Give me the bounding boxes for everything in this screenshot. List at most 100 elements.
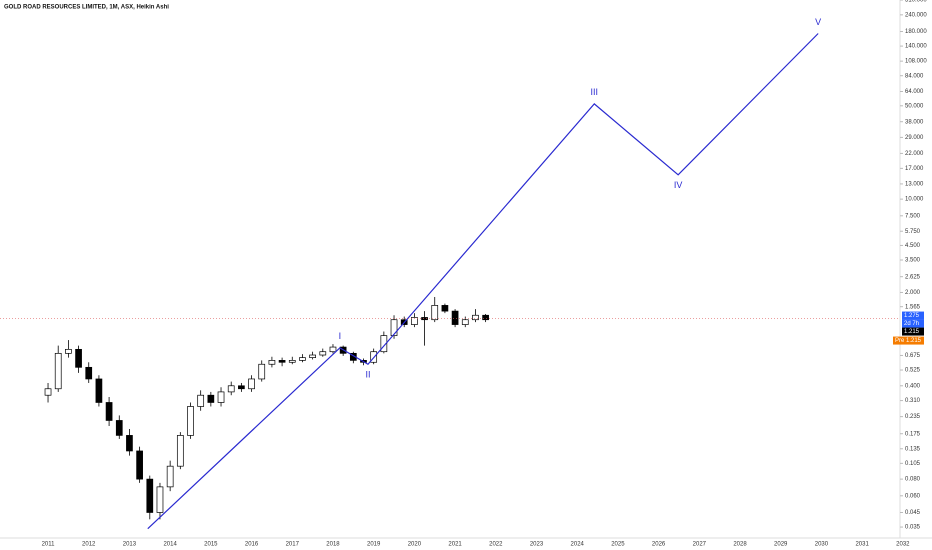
y-tick-label: 0.175 [905,431,921,437]
candle-body [176,435,184,467]
y-tick-label: 0.045 [905,510,921,516]
y-tick-label: 2.625 [905,274,921,280]
wave-label: II [365,370,370,380]
pre-label-bg [904,336,924,345]
x-tick-label: 2023 [530,542,544,548]
x-tick-label: 2030 [815,542,829,548]
y-tick-label: 29.000 [905,135,924,141]
x-tick-label: 2011 [42,542,56,548]
candle-body [309,354,316,358]
y-tick-label: 38.000 [905,119,924,125]
y-tick-label: 0.060 [905,493,921,499]
x-tick-label: 2028 [733,542,747,548]
candle-body [136,450,143,480]
x-tick-label: 2024 [571,542,585,548]
x-tick-label: 2031 [855,542,869,548]
x-tick-label: 2027 [693,542,707,548]
candle-body [227,385,235,393]
y-tick-label: 108.000 [905,59,927,65]
candle-body [319,351,327,356]
candle-body [248,378,255,390]
candle-body [146,478,154,513]
wave-label: I [339,331,342,341]
y-tick-label: 0.525 [905,368,921,374]
y-tick-label: 5.750 [905,229,921,235]
y-tick-label: 0.035 [905,525,921,531]
x-tick-label: 2017 [286,542,300,548]
pre-tag-bg [893,336,904,345]
candle-body [411,317,418,325]
countdown-bg [902,319,924,328]
candle-body [75,348,82,368]
candle-body [156,486,164,513]
candle-body [421,317,428,321]
x-tick-label: 2026 [652,542,666,548]
x-tick-label: 2013 [123,542,137,548]
pre-tag: Pre [895,338,905,344]
x-tick-label: 2014 [163,542,177,548]
candle-body [278,360,286,363]
candle-body [238,385,245,390]
y-tick-label: 7.500 [905,213,921,219]
x-tick-label: 2025 [611,542,625,548]
x-tick-label: 2032 [896,542,910,548]
y-tick-label: 0.135 [905,446,921,452]
y-tick-label: 64.000 [905,89,924,95]
candle-body [288,360,296,363]
pre-label: 1.215 [906,338,922,344]
candle-body [44,388,52,396]
wave-label: III [591,87,599,97]
y-tick-label: 4.500 [905,243,921,249]
candle-body [380,335,388,353]
y-tick-label: 0.310 [905,398,921,404]
candle-body [472,314,479,321]
candle-body [85,366,93,380]
y-tick-label: 240.000 [905,12,927,18]
x-tick-label: 2022 [489,542,503,548]
price-label: 1.275 [904,313,920,319]
candle-body [115,420,123,436]
chart-title: GOLD ROAD RESOURCES LIMITED, 1M, ASX, He… [4,5,169,11]
y-tick-label: 0.400 [905,383,921,389]
y-tick-label: 3.500 [905,258,921,264]
y-tick-label: 22.000 [905,151,924,157]
y-tick-label: 140.000 [905,44,927,50]
candle-body [126,435,133,452]
x-tick-label: 2020 [408,542,422,548]
y-tick-label: 10.000 [905,197,924,203]
wave-label: IV [674,180,683,190]
candle-body [482,314,489,321]
candle-body [187,406,194,436]
candle-body [441,305,449,312]
candle-body [461,319,469,325]
candle-body [431,305,439,321]
close-label-bg [902,327,924,336]
x-tick-label: 2021 [448,542,462,548]
price-label-bg [902,311,924,320]
candle-body [54,352,62,390]
candle-body [166,465,174,488]
x-tick-label: 2019 [367,542,381,548]
y-tick-label: 0.105 [905,461,921,467]
x-tick-label: 2012 [82,542,96,548]
candle-body [217,391,225,403]
y-tick-label: 0.235 [905,414,921,420]
countdown: 2d 7h [904,321,919,327]
candle-body [329,346,337,353]
x-tick-label: 2029 [774,542,788,548]
y-tick-label: 84.000 [905,73,924,79]
candle-body [207,394,215,403]
candle-body [258,363,266,380]
y-tick-label: 1.565 [905,304,921,310]
candle-body [105,402,113,421]
candle-body [95,378,103,403]
candle-body [65,348,72,354]
y-tick-label: 310.000 [905,0,927,4]
y-tick-label: 17.000 [905,166,924,172]
wave-line [147,33,819,530]
x-tick-label: 2018 [326,542,340,548]
y-tick-label: 50.000 [905,103,924,109]
x-tick-label: 2016 [245,542,259,548]
